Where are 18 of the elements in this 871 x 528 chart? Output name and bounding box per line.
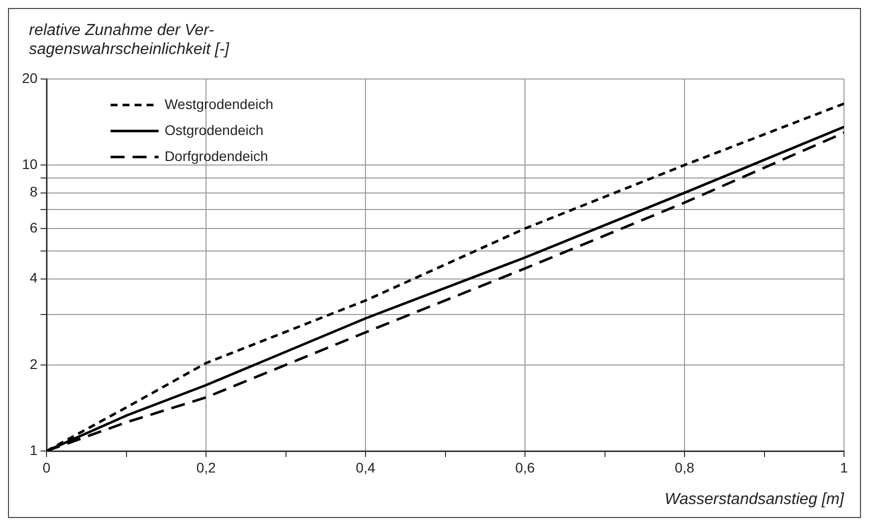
x-tick-label: 0,2 <box>196 459 216 476</box>
y-tick-label: 10 <box>22 156 38 172</box>
x-tick-label: 0,6 <box>515 459 535 476</box>
x-tick-label: 1 <box>840 459 848 476</box>
legend-label: Dorfgrodendeich <box>164 148 268 164</box>
x-tick-label: 0,8 <box>674 459 694 476</box>
x-tick-label: 0 <box>42 459 51 476</box>
y-tick-label: 2 <box>30 356 38 372</box>
y-axis-title: relative Zunahme der Ver- sagenswahrscheinlichkeit [-] <box>29 21 230 59</box>
y-tick-label: 20 <box>22 70 38 86</box>
y-tick-label: 4 <box>30 270 38 286</box>
legend-label: Westgrodendeich <box>164 96 274 112</box>
y-tick-label: 1 <box>30 442 38 458</box>
x-tick-label: 0,4 <box>356 459 376 476</box>
legend-label: Ostgrodendeich <box>164 122 264 138</box>
y-tick-label: 6 <box>30 219 38 236</box>
x-axis-title: Wasserstandsanstieg [m] <box>664 490 845 508</box>
y-tick-label: 8 <box>30 184 38 200</box>
